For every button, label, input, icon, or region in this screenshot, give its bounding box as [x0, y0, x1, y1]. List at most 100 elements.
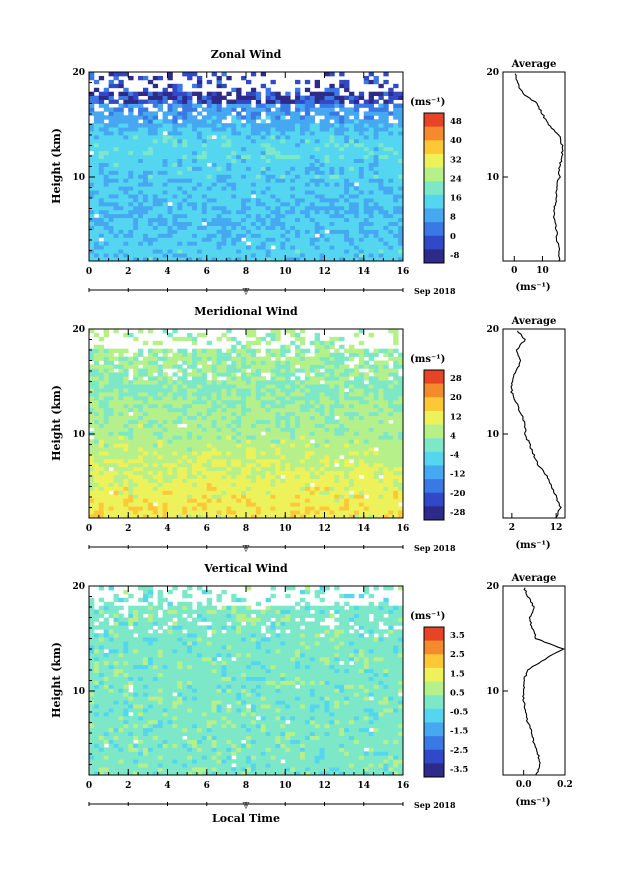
heatmap-cell: [231, 253, 237, 258]
heatmap-cell: [187, 249, 193, 254]
heatmap-cell: [358, 478, 365, 483]
heatmap-cell: [236, 395, 242, 401]
heatmap-cell: [255, 470, 262, 476]
heatmap-cell: [93, 403, 100, 409]
heatmap-cell: [383, 458, 389, 464]
heatmap-cell: [324, 443, 330, 448]
heatmap-cell: [108, 119, 114, 124]
heatmap-cell: [246, 466, 252, 472]
heatmap-cell: [299, 194, 306, 199]
heatmap-cell: [378, 399, 384, 405]
heatmap-cell: [98, 75, 105, 81]
heatmap-cell: [290, 135, 296, 140]
heatmap-cell: [363, 221, 370, 226]
heatmap-cell: [133, 245, 139, 250]
heatmap-cell: [373, 257, 379, 262]
heatmap-cell: [103, 392, 110, 397]
heatmap-cell: [236, 111, 242, 116]
heatmap-cell: [152, 174, 159, 179]
heatmap-cell: [378, 154, 384, 160]
heatmap-cell: [231, 154, 237, 160]
heatmap-cell: [275, 455, 281, 460]
heatmap-cell: [118, 142, 124, 148]
heatmap-cell: [319, 245, 325, 250]
heatmap-cell: [373, 99, 379, 104]
heatmap-cell: [319, 194, 325, 199]
heatmap-cell: [280, 486, 286, 491]
heatmap-cell: [304, 166, 311, 171]
heatmap-cell: [250, 514, 257, 519]
heatmap-cell: [216, 83, 222, 89]
heatmap-cell: [206, 403, 213, 409]
heatmap-cell: [167, 486, 173, 491]
heatmap-cell: [196, 395, 203, 401]
heatmap-cell: [329, 506, 335, 511]
heatmap-cell: [255, 115, 262, 120]
heatmap-cell: [167, 427, 173, 432]
heatmap-cell: [201, 490, 208, 495]
heatmap-cell: [221, 190, 227, 195]
heatmap-cell: [93, 443, 100, 448]
heatmap-cell: [329, 194, 335, 199]
heatmap-cell: [113, 435, 119, 440]
heatmap-cell: [177, 439, 183, 444]
heatmap-cell: [334, 99, 340, 104]
heatmap-cell: [349, 95, 355, 100]
heatmap-cell: [368, 253, 374, 258]
heatmap-cell: [363, 135, 370, 140]
heatmap-cell: [285, 198, 291, 203]
heatmap-cell: [216, 115, 222, 120]
heatmap-cell: [162, 399, 168, 405]
heatmap-cell: [368, 135, 374, 140]
heatmap-cell: [275, 154, 281, 160]
heatmap-cell: [339, 217, 345, 223]
heatmap-cell: [138, 166, 144, 171]
heatmap-cell: [329, 455, 335, 460]
heatmap-cell: [255, 486, 262, 491]
heatmap-cell: [167, 407, 173, 413]
heatmap-cell: [187, 75, 193, 81]
heatmap-cell: [368, 415, 374, 420]
heatmap-cell: [167, 131, 173, 136]
heatmap-cell: [368, 419, 374, 424]
heatmap-cell: [187, 415, 193, 420]
heatmap-cell: [265, 107, 271, 112]
heatmap-cell: [167, 233, 173, 238]
heatmap-cell: [260, 209, 267, 215]
heatmap-cell: [221, 83, 227, 89]
heatmap-cell: [290, 162, 296, 167]
heatmap-cell: [211, 506, 217, 511]
heatmap-cell: [363, 111, 370, 116]
heatmap-cell: [319, 431, 325, 436]
heatmap-cell: [98, 198, 105, 203]
heatmap-cell: [398, 150, 404, 156]
heatmap-cell: [216, 423, 222, 428]
heatmap-cell: [363, 407, 370, 413]
heatmap-cell: [196, 498, 203, 503]
heatmap-cell: [299, 170, 306, 175]
heatmap-cell: [309, 474, 316, 480]
heatmap-cell: [157, 498, 163, 503]
heatmap-cell: [329, 392, 335, 397]
heatmap-cell: [167, 514, 173, 519]
heatmap-cell: [250, 510, 257, 515]
heatmap-cell: [314, 107, 320, 112]
heatmap-cell: [329, 221, 335, 226]
heatmap-cell: [373, 146, 379, 152]
heatmap-cell: [295, 431, 301, 436]
heatmap-cell: [123, 190, 129, 195]
heatmap-cell: [373, 482, 379, 487]
heatmap-cells: [89, 72, 404, 262]
heatmap-cell: [89, 411, 95, 417]
heatmap-cell: [206, 458, 213, 464]
heatmap-cell: [290, 411, 296, 417]
heatmap-cell: [324, 138, 330, 144]
heatmap-cell: [255, 443, 262, 448]
heatmap-cell: [172, 135, 178, 140]
heatmap-cell: [285, 237, 291, 242]
heatmap-cell: [196, 486, 203, 491]
heatmap-cell: [196, 470, 203, 476]
heatmap-cell: [309, 498, 316, 503]
heatmap-cell: [147, 458, 154, 464]
heatmap-cell: [241, 190, 247, 195]
